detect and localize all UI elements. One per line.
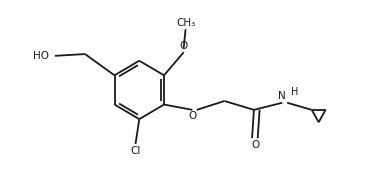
Text: O: O [188, 111, 197, 121]
Text: Cl: Cl [130, 146, 141, 156]
Text: O: O [252, 140, 260, 150]
Text: H: H [291, 87, 298, 97]
Text: O: O [179, 41, 188, 51]
Text: N: N [278, 91, 286, 101]
Text: HO: HO [33, 51, 49, 61]
Text: CH₃: CH₃ [176, 18, 195, 28]
